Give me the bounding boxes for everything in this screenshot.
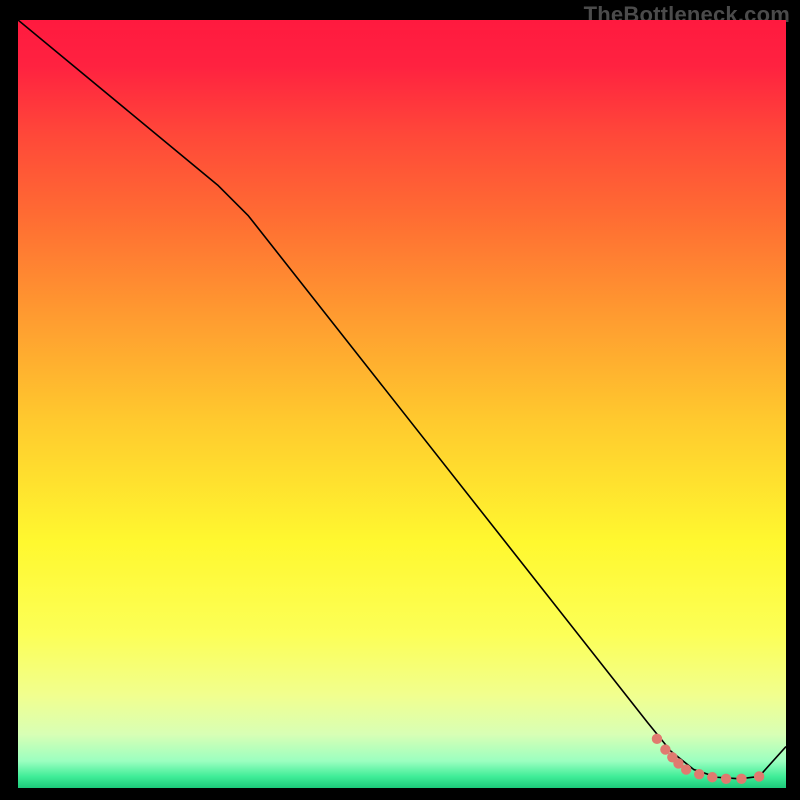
series-marker <box>754 771 764 781</box>
series-marker <box>652 734 662 744</box>
plot-svg <box>18 20 786 788</box>
series-marker <box>721 774 731 784</box>
chart-frame: TheBottleneck.com <box>0 0 800 800</box>
series-marker <box>707 772 717 782</box>
series-marker <box>681 764 691 774</box>
plot-area <box>18 20 786 788</box>
series-marker <box>736 774 746 784</box>
gradient-background <box>18 20 786 788</box>
series-marker <box>694 769 704 779</box>
